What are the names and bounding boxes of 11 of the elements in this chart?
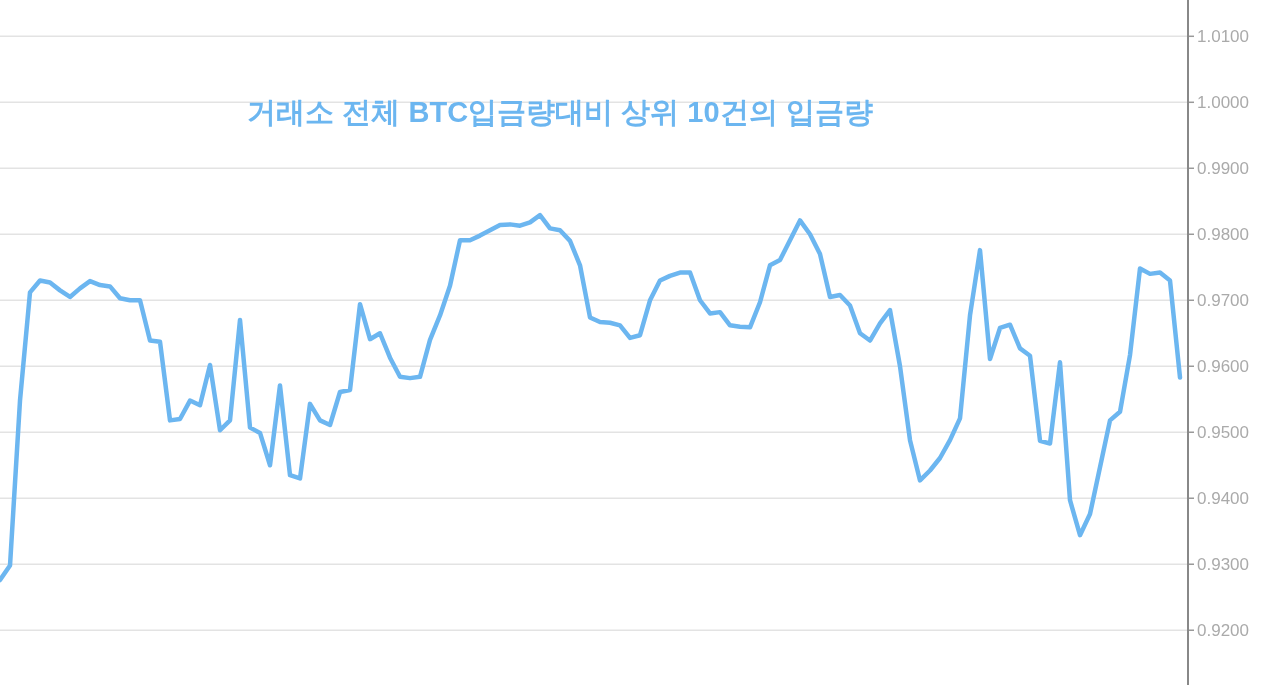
title: 거래소 전체 BTC입금량대비 상위 10건의 입금량 — [247, 96, 873, 128]
y-tick-label: 0.9300 — [1197, 555, 1249, 575]
y-tick-label: 0.9700 — [1197, 291, 1249, 311]
y-tick-label: 0.9400 — [1197, 489, 1249, 509]
y-tick-label: 0.9600 — [1197, 357, 1249, 377]
y-tick-label: 0.9500 — [1197, 423, 1249, 443]
y-tick-label: 0.9200 — [1197, 621, 1249, 641]
y-tick-label: 1.0100 — [1197, 27, 1249, 47]
y-tick-label: 1.0000 — [1197, 93, 1249, 113]
y-tick-label: 0.9900 — [1197, 159, 1249, 179]
y-tick-label: 0.9800 — [1197, 225, 1249, 245]
